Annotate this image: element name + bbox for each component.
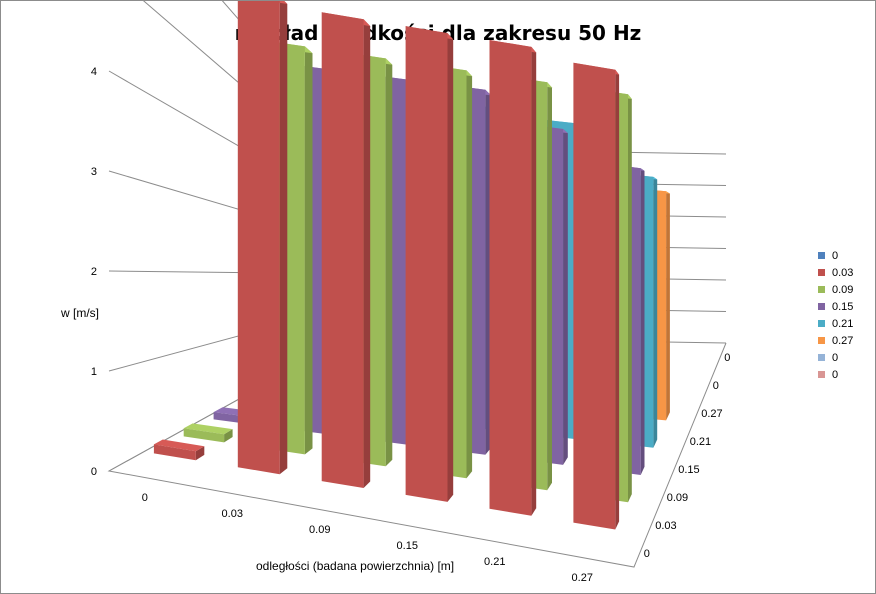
legend-label: 0	[832, 368, 839, 381]
bar	[321, 12, 371, 489]
legend-label: 0.15	[832, 300, 854, 313]
legend-swatch	[818, 303, 825, 310]
depth-tick-label: 0	[644, 548, 650, 560]
legend-swatch	[818, 252, 825, 259]
depth-tick-label: 0.03	[655, 520, 676, 532]
y-tick-label: 4	[91, 66, 97, 78]
x-tick-label: 0	[142, 492, 148, 504]
legend-label: 0.03	[832, 266, 854, 279]
depth-tick-label: 0.09	[667, 492, 688, 504]
depth-tick-label: 0.27	[701, 408, 722, 420]
legend-label: 0.21	[832, 317, 854, 330]
legend-swatch	[818, 286, 825, 293]
legend-swatch	[818, 320, 825, 327]
bar	[573, 62, 620, 530]
legend-label: 0	[832, 351, 839, 364]
bar	[153, 439, 205, 461]
x-tick-label: 0.27	[572, 572, 593, 584]
legend-label: 0.09	[832, 283, 854, 296]
legend-swatch	[818, 269, 825, 276]
legend-item: 0.27	[818, 332, 853, 349]
legend-label: 0.27	[832, 334, 854, 347]
legend-swatch	[818, 371, 825, 378]
legend-label: 0	[832, 249, 839, 262]
bar	[489, 40, 537, 516]
depth-tick-label: 0.15	[678, 464, 699, 476]
bar	[237, 1, 288, 475]
x-axis-label: odległości (badana powierzchnia) [m]	[256, 559, 455, 573]
x-tick-label: 0.21	[484, 556, 505, 568]
x-tick-label: 0.03	[222, 508, 243, 520]
y-tick-label: 1	[91, 366, 97, 378]
y-axis-label: w [m/s]	[61, 306, 99, 320]
legend-item: 0.15	[818, 298, 853, 315]
legend-item: 0	[818, 366, 853, 383]
legend-item: 0	[818, 349, 853, 366]
legend-item: 0.03	[818, 264, 853, 281]
legend-swatch	[818, 354, 825, 361]
bar	[183, 423, 233, 443]
legend-swatch	[818, 337, 825, 344]
legend-item: 0.09	[818, 281, 853, 298]
y-tick-label: 0	[91, 466, 97, 478]
depth-tick-label: 0	[713, 380, 719, 392]
depth-tick-label: 0.21	[690, 436, 711, 448]
x-tick-label: 0.15	[397, 540, 418, 552]
legend-item: 0.21	[818, 315, 853, 332]
y-tick-label: 2	[91, 266, 97, 278]
x-tick-label: 0.09	[309, 524, 330, 536]
y-tick-label: 3	[91, 166, 97, 178]
floor-edge	[107, 336, 727, 568]
legend-item: 0	[818, 247, 853, 264]
depth-tick-label: 0	[724, 352, 730, 364]
legend: 0 0.03 0.09 0.15 0.21 0.27 0 0	[818, 247, 853, 383]
bar	[405, 26, 454, 502]
